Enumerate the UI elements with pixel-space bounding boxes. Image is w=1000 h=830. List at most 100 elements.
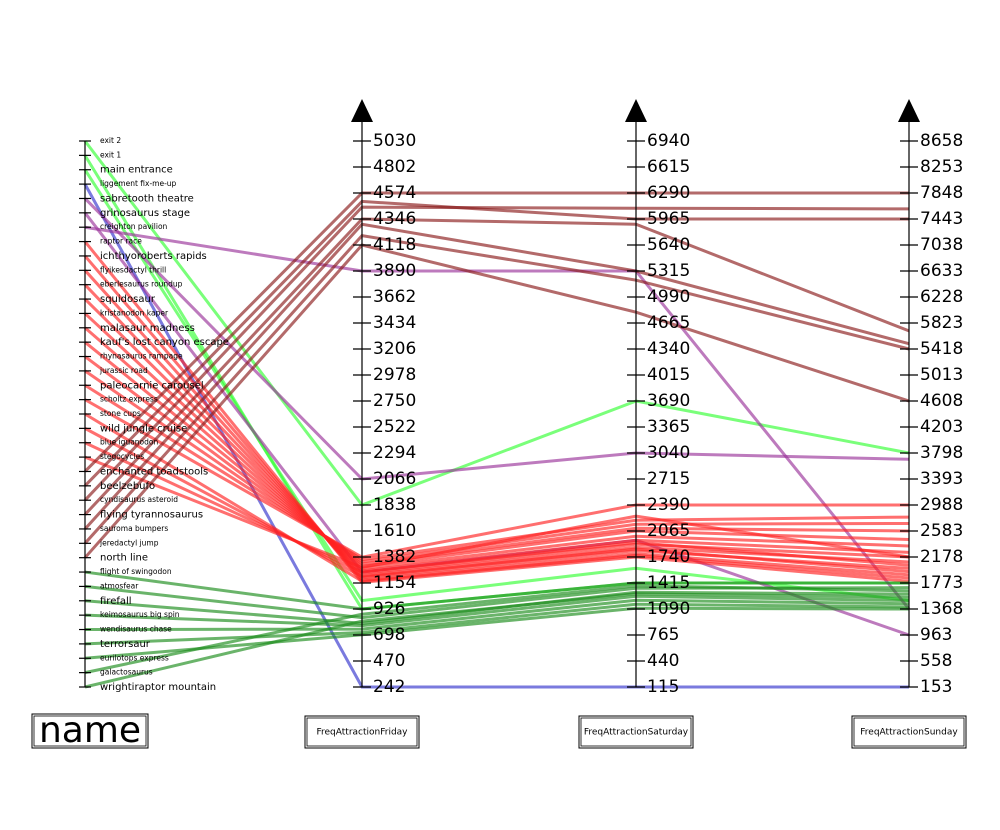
- tick-label: 5030: [373, 131, 416, 151]
- tick-label: 4608: [920, 391, 963, 411]
- tick-label: 3365: [647, 417, 690, 437]
- axis-label-box: [31, 713, 149, 749]
- category-label: kauf's lost canyon escape: [100, 337, 229, 348]
- tick-label: 4118: [373, 235, 416, 255]
- axis-label-box: [580, 717, 692, 747]
- category-label: squidosaur: [100, 294, 156, 305]
- data-line: [84, 594, 910, 628]
- tick-label: 2522: [373, 417, 416, 437]
- tick-label: 698: [373, 625, 405, 645]
- tick-label: 1415: [647, 573, 690, 593]
- category-label: jeredactyl jump: [99, 538, 159, 547]
- tick-label: 2066: [373, 469, 416, 489]
- data-line: [84, 570, 909, 611]
- tick-label: 4802: [373, 157, 416, 177]
- category-label: main entrance: [100, 165, 173, 176]
- tick-label: 2715: [647, 469, 690, 489]
- axis-label: name: [39, 710, 141, 751]
- tick-label: 6940: [647, 131, 690, 151]
- tick-label: 3206: [373, 339, 416, 359]
- tick-label: 4574: [373, 183, 416, 203]
- tick-label: 5640: [647, 235, 690, 255]
- tick-label: 1610: [373, 521, 416, 541]
- axes: exit 2 exit 1 main entrance liggement fix-m…: [31, 99, 967, 751]
- tick-label: 5965: [647, 209, 690, 229]
- category-label: jurassic road: [99, 366, 148, 375]
- tick-label: 1368: [920, 599, 963, 619]
- data-line: [83, 312, 910, 573]
- tick-label: 4203: [920, 417, 963, 437]
- tick-label: 1838: [373, 495, 416, 515]
- tick-label: 1740: [647, 547, 690, 567]
- category-label: flight of swingodon: [100, 567, 172, 576]
- lines: [83, 140, 911, 689]
- category-label: raptor race: [100, 237, 142, 246]
- tick-label: 7848: [920, 183, 963, 203]
- data-line: [84, 602, 910, 646]
- tick-label: 5315: [647, 261, 690, 281]
- data-line: [84, 441, 910, 574]
- axis-arrow: [898, 99, 920, 122]
- tick-label: 3890: [373, 261, 416, 281]
- category-label: malasaur madness: [100, 323, 195, 334]
- tick-label: 1382: [373, 547, 416, 567]
- category-label: grinosaurus stage: [100, 208, 190, 219]
- tick-label: 4665: [647, 313, 690, 333]
- category-label: stone cups: [100, 409, 141, 418]
- axis-label-box: [306, 717, 418, 747]
- tick-label: 4015: [647, 365, 690, 385]
- data-line: [84, 383, 910, 562]
- axis-label: FreqAttractionFriday: [316, 728, 408, 738]
- axis-label-box: [853, 717, 965, 747]
- category-label: flyikesdactyl thrill: [100, 265, 166, 274]
- category-label: blue iguanodon: [100, 438, 158, 447]
- category-label: exit 2: [100, 136, 121, 145]
- tick-label: 7038: [920, 235, 963, 255]
- tick-label: 1154: [373, 573, 416, 593]
- tick-label: 2178: [920, 547, 963, 567]
- data-line: [83, 197, 910, 481]
- category-label: cyndisaurus asteroid: [100, 495, 178, 504]
- category-label: wild jungle cruise: [100, 423, 187, 434]
- data-line: [84, 225, 911, 610]
- category-label: ichthyoroberts rapids: [100, 251, 207, 262]
- tick-label: 115: [647, 677, 679, 697]
- tick-label: 558: [920, 651, 952, 671]
- data-line: [84, 412, 910, 583]
- data-line: [83, 205, 910, 502]
- tick-label: 5823: [920, 313, 963, 333]
- tick-label: 2988: [920, 495, 963, 515]
- tick-label: 3798: [920, 443, 963, 463]
- data-line: [83, 140, 910, 507]
- category-label: eurilotops express: [100, 653, 169, 662]
- category-label: north line: [100, 553, 148, 564]
- data-line: [83, 222, 910, 530]
- axis-label-box: [33, 715, 147, 747]
- tick-label: 4340: [647, 339, 690, 359]
- category-label: flying tyrannosaurus: [100, 510, 203, 521]
- data-line: [84, 584, 910, 675]
- category-label: rhynasaurus rampage: [100, 352, 183, 361]
- tick-label: 926: [373, 599, 405, 619]
- tick-label: 242: [373, 677, 405, 697]
- tick-label: 8658: [920, 131, 963, 151]
- category-label: paleocarnie carousel: [100, 380, 204, 391]
- category-label: liggement fix-me-up: [100, 179, 177, 188]
- tick-label: 153: [920, 677, 952, 697]
- axis-label-box: [578, 715, 694, 749]
- tick-label: 2294: [373, 443, 416, 463]
- category-label: sabretooth theatre: [100, 193, 194, 204]
- tick-label: 440: [647, 651, 679, 671]
- tick-label: 3690: [647, 391, 690, 411]
- data-line: [84, 398, 909, 559]
- data-line: [84, 598, 910, 632]
- category-label: firefall: [100, 596, 132, 607]
- data-line: [84, 592, 910, 689]
- tick-label: 2583: [920, 521, 963, 541]
- category-label: sauroma bumpers: [100, 524, 168, 533]
- category-label: galactosaurus: [100, 668, 153, 677]
- tick-label: 3662: [373, 287, 416, 307]
- tick-label: 5013: [920, 365, 963, 385]
- data-line: [84, 326, 910, 571]
- category-label: wrightiraptor mountain: [100, 682, 216, 693]
